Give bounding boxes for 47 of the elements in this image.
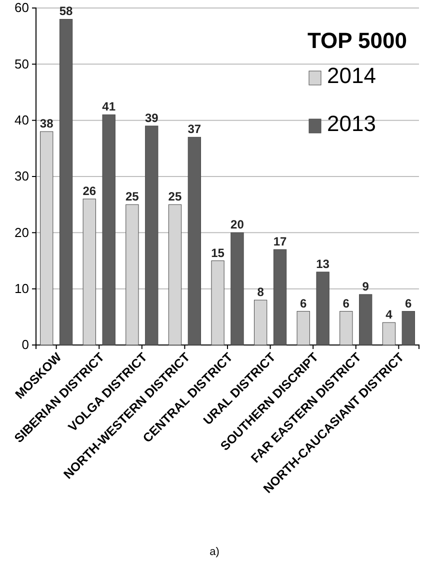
text: a) <box>210 546 220 558</box>
bar <box>316 272 330 346</box>
data-label: 6 <box>405 296 412 310</box>
y-tick-label: 20 <box>14 224 29 240</box>
bar <box>188 136 202 346</box>
data-label: 6 <box>342 296 350 310</box>
data-label: 26 <box>82 184 96 198</box>
y-tick-label: 10 <box>14 280 29 296</box>
y-tick-label: 60 <box>14 0 29 16</box>
bar <box>359 294 372 346</box>
bar <box>230 232 244 346</box>
data-label: 38 <box>40 116 54 131</box>
data-label: 17 <box>273 234 288 249</box>
data-label: 41 <box>102 100 116 114</box>
bar <box>102 114 116 346</box>
bar <box>211 260 224 346</box>
y-tick-label: 30 <box>14 168 29 184</box>
legend-label: 2013 <box>327 111 376 136</box>
data-label: 20 <box>230 218 244 232</box>
y-tick-label: 0 <box>22 337 29 352</box>
bar <box>145 126 158 346</box>
data-label: 25 <box>168 190 182 204</box>
data-label: 37 <box>188 122 202 136</box>
data-label: 9 <box>362 279 370 294</box>
bar <box>126 204 139 346</box>
data-label: 4 <box>386 308 393 322</box>
data-label: 25 <box>126 190 140 204</box>
y-tick-label: 50 <box>14 56 29 72</box>
data-label: 8 <box>257 285 264 300</box>
bar <box>382 322 396 346</box>
bar <box>254 300 268 346</box>
bar <box>273 249 287 346</box>
bar <box>82 198 96 346</box>
bar <box>40 131 54 346</box>
data-label: 15 <box>211 246 225 260</box>
bar <box>402 311 415 346</box>
bar <box>296 311 310 346</box>
data-label: 13 <box>316 256 330 271</box>
bar <box>59 18 73 346</box>
data-label: 58 <box>59 4 74 18</box>
text: TOP 5000 <box>308 28 407 53</box>
legend-label: 2014 <box>327 63 376 88</box>
y-tick-label: 40 <box>14 112 29 128</box>
data-label: 39 <box>144 110 159 125</box>
bar <box>168 204 182 346</box>
data-label: 6 <box>300 296 308 310</box>
bar <box>340 311 353 346</box>
